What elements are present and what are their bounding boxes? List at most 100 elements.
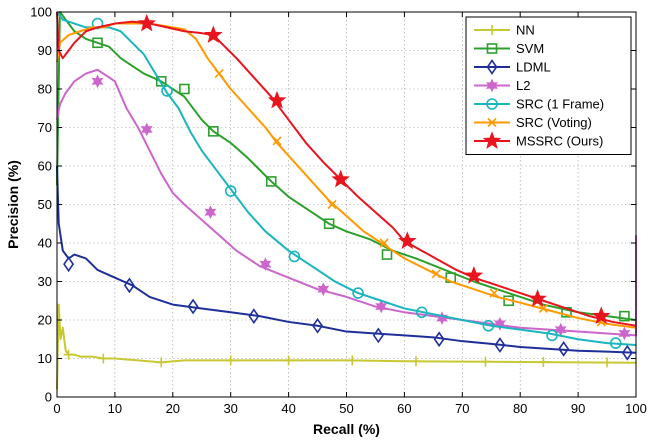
circle-marker [486, 98, 498, 110]
star-marker [493, 316, 506, 331]
square-marker [619, 310, 630, 322]
series-line [56, 303, 637, 390]
plus-marker [63, 349, 74, 360]
diamond-marker [248, 308, 260, 325]
plus-marker [480, 356, 491, 367]
x-tick-label: 10 [108, 401, 122, 416]
legend-label: SRC (1 Frame) [516, 97, 604, 112]
pentagram-marker [398, 231, 417, 249]
legend-item: MSSRC (Ours) [474, 131, 603, 149]
x-tick-label: 50 [339, 401, 353, 416]
x-tick-label: 100 [625, 401, 647, 416]
series-line [56, 68, 637, 337]
series-ldml [56, 165, 637, 361]
x-marker [538, 303, 548, 314]
square-marker [179, 83, 190, 95]
y-tick-label: 0 [45, 390, 52, 405]
star-marker [618, 326, 631, 341]
x-marker [489, 288, 499, 298]
diamond-marker [63, 256, 75, 273]
pentagram-marker [204, 25, 223, 43]
legend-item: SRC (Voting) [474, 115, 592, 130]
x-tick-label: 80 [513, 401, 527, 416]
diamond-marker [558, 340, 570, 357]
legend-label: LDML [516, 60, 551, 75]
square-marker [208, 126, 219, 137]
series-line [56, 11, 637, 327]
series-nn [56, 303, 637, 390]
legend-item: L2 [474, 78, 530, 93]
legend-item: SRC (1 Frame) [474, 97, 604, 112]
plus-marker [538, 356, 549, 367]
x-axis-label: Recall (%) [313, 421, 380, 437]
square-marker [323, 218, 335, 230]
legend-label: MSSRC (Ours) [516, 134, 603, 149]
plus-marker [225, 355, 236, 366]
axis-ticks: 0 10 20 30 40 50 60 70 80 90 100 0 10 20 30 40 50 60 70 80 9… [30, 5, 647, 417]
pentagram-marker [528, 289, 547, 307]
diamond-marker [494, 337, 506, 353]
plus-marker [347, 355, 358, 366]
legend-label: SVM [516, 41, 544, 56]
star-marker [91, 74, 104, 89]
series-layer [56, 11, 637, 390]
y-tick-label: 50 [38, 197, 52, 212]
circle-marker [288, 250, 301, 263]
legend-item: LDML [474, 59, 551, 75]
circle-marker [546, 329, 558, 342]
circle-marker [91, 17, 104, 30]
diamond-marker [312, 317, 324, 334]
x-marker [431, 269, 441, 279]
plus-marker [487, 25, 497, 35]
x-tick-label: 70 [455, 401, 469, 416]
x-marker [272, 136, 282, 146]
circle-marker [224, 185, 237, 197]
series-line [56, 165, 637, 354]
diamond-marker [372, 327, 384, 344]
plus-marker [156, 357, 167, 368]
x-tick-label: 20 [166, 401, 180, 416]
series-mssrc-ours [56, 11, 637, 327]
diamond-marker [433, 331, 445, 348]
pentagram-marker [482, 131, 502, 149]
diamond-marker [621, 344, 633, 361]
star-marker [259, 257, 272, 272]
star-marker [554, 322, 567, 337]
pentagram-marker [464, 265, 484, 284]
plus-marker [98, 353, 109, 364]
legend-label: NN [516, 23, 535, 38]
plus-marker [283, 355, 294, 366]
y-tick-label: 20 [38, 313, 52, 328]
y-tick-label: 40 [38, 236, 52, 251]
legend-item: NN [474, 23, 535, 38]
y-axis-label: Precision (%) [5, 160, 21, 249]
star-marker [375, 299, 388, 314]
star-marker [204, 205, 217, 220]
series-line [56, 11, 637, 347]
square-marker [381, 249, 393, 260]
square-marker [155, 76, 167, 87]
y-tick-label: 80 [38, 82, 52, 97]
series-line [56, 11, 637, 321]
star-marker [486, 78, 498, 93]
x-marker [379, 238, 389, 248]
series-l2 [56, 68, 637, 341]
y-tick-label: 90 [38, 43, 52, 58]
x-tick-label: 90 [571, 401, 585, 416]
circle-marker [482, 319, 495, 332]
series-src-1-frame [56, 11, 637, 349]
x-marker [487, 117, 497, 128]
pentagram-marker [592, 306, 611, 325]
y-tick-label: 70 [38, 120, 52, 135]
y-tick-label: 60 [38, 159, 52, 174]
legend-label: L2 [516, 78, 530, 93]
x-tick-label: 60 [397, 401, 411, 416]
diamond-marker [486, 59, 498, 75]
square-marker [486, 43, 498, 54]
diamond-marker [123, 277, 135, 294]
square-marker [92, 37, 103, 49]
y-tick-label: 10 [38, 351, 52, 366]
circle-marker [352, 287, 364, 299]
y-tick-label: 100 [30, 5, 52, 20]
